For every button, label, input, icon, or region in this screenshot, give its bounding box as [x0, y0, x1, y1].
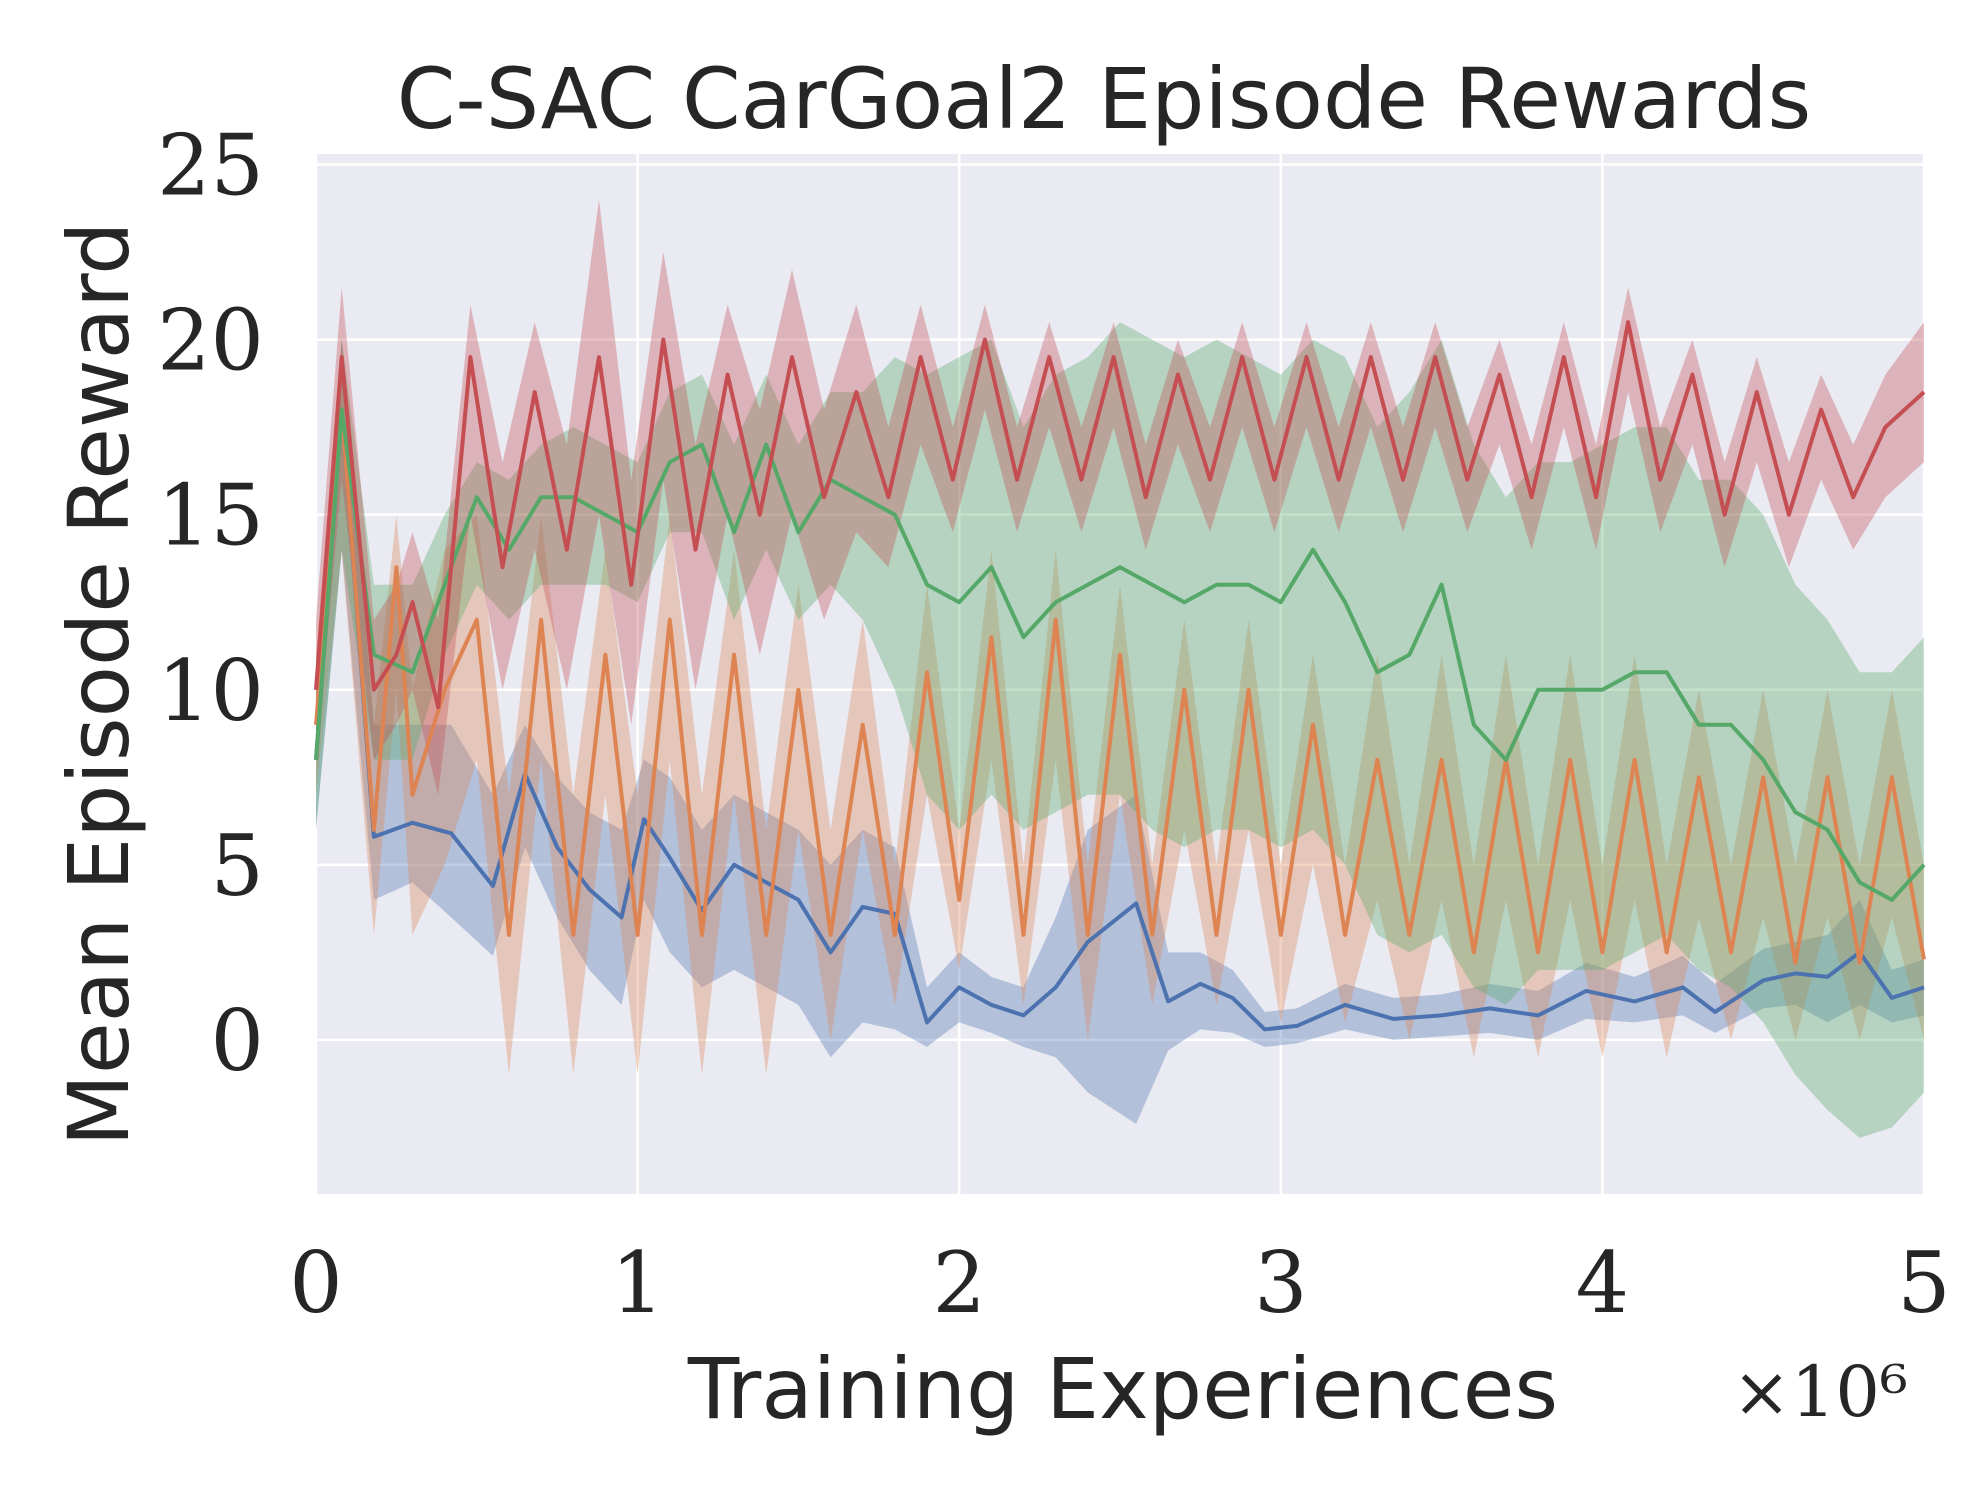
y-tick-label: 10 — [157, 642, 264, 740]
x-axis-offset-label: ×10⁶ — [1732, 1351, 1908, 1433]
x-tick-labels: 0 1 2 3 4 5 — [289, 1234, 1950, 1332]
line-orange — [314, 407, 1926, 965]
x-tick-label: 0 — [289, 1234, 342, 1332]
y-tick-label: 5 — [211, 817, 264, 915]
y-axis-label: Mean Episode Reward — [50, 222, 148, 1147]
x-tick-label: 3 — [1254, 1234, 1307, 1332]
y-tick-label: 15 — [157, 467, 264, 565]
y-tick-label: 20 — [157, 292, 264, 390]
x-tick-label: 4 — [1576, 1234, 1629, 1332]
band-blue — [316, 339, 1924, 1125]
series-lines — [314, 320, 1926, 1032]
x-tick-label: 5 — [1897, 1234, 1950, 1332]
line-blue — [314, 407, 1925, 1032]
line-red — [314, 320, 1926, 710]
y-tick-labels: 0 5 10 15 20 25 — [157, 117, 264, 1090]
x-tick-label: 1 — [611, 1234, 664, 1332]
grid-lines — [314, 154, 1926, 1194]
confidence-bands — [316, 199, 1924, 1139]
band-orange — [316, 339, 1924, 1075]
chart-title: C-SAC CarGoal2 Episode Rewards — [397, 50, 1811, 148]
y-tick-label: 0 — [211, 992, 264, 1090]
x-tick-label: 2 — [932, 1234, 985, 1332]
y-tick-label: 25 — [157, 117, 264, 215]
band-green — [316, 322, 1924, 1139]
line-green — [314, 407, 1926, 902]
x-axis-label: Training Experiences — [687, 1340, 1558, 1438]
band-red — [316, 199, 1924, 795]
